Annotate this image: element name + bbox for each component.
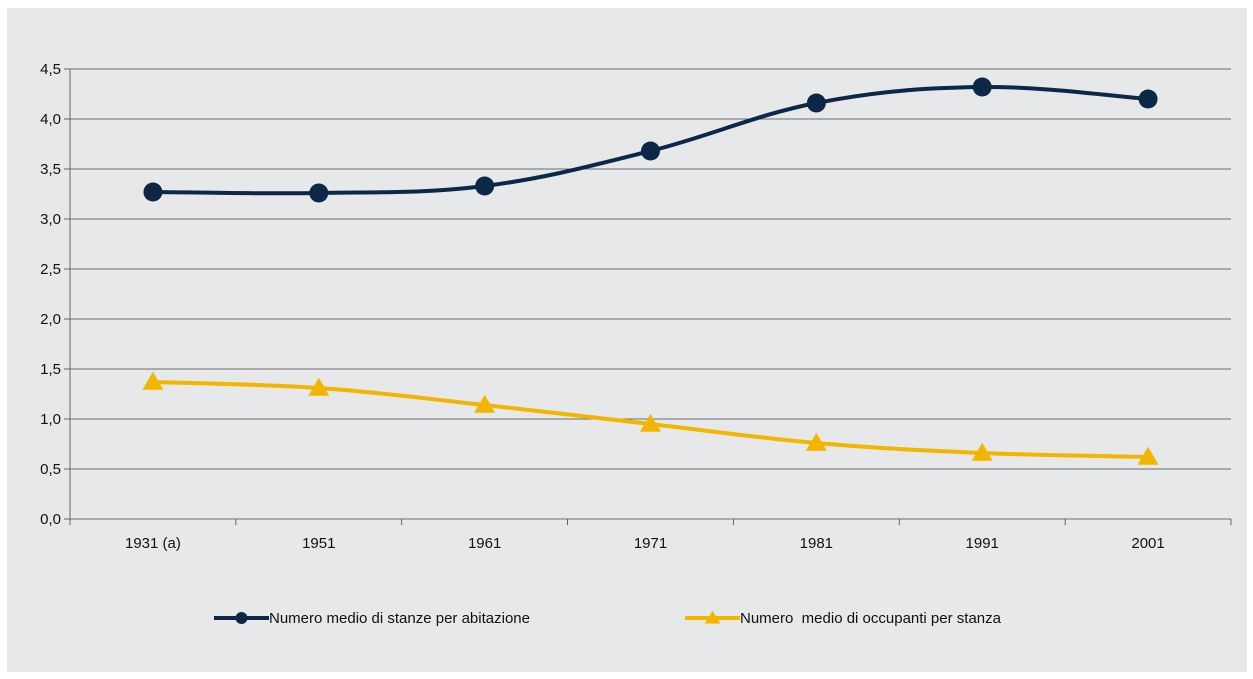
x-tick-label: 1991 <box>966 535 999 552</box>
x-tick-label: 1981 <box>800 535 833 552</box>
data-point <box>308 377 330 396</box>
data-point <box>143 182 163 202</box>
data-point <box>475 176 495 196</box>
line-chart: 0,00,51,01,52,02,53,03,54,04,5 1931 (a) 1… <box>40 61 1232 627</box>
x-tick-label: 1961 <box>468 535 501 552</box>
data-point <box>640 413 661 432</box>
x-tick-label: 1971 <box>634 535 667 552</box>
legend: Numero medio di stanze per abitazione Num… <box>214 610 1002 627</box>
legend-entry: Numero medio di occupanti per stanza <box>685 610 1002 627</box>
y-tick-label: 2,5 <box>40 261 61 278</box>
y-tick-labels: 0,0 0,5 1,0 1,5 2,0 2,5 3,0 3,5 4,0 4,5 <box>40 61 61 528</box>
y-tick-label: 1,5 <box>40 361 61 378</box>
y-tick-label: 0,5 <box>40 461 61 478</box>
axes <box>64 68 1232 525</box>
series-1 <box>143 77 1158 203</box>
y-tick-label: 1,0 <box>40 411 61 428</box>
data-point <box>971 442 993 461</box>
y-tick-label: 3,0 <box>40 211 61 228</box>
data-point <box>235 612 248 624</box>
y-tick-label: 4,5 <box>40 61 61 78</box>
x-tick-label: 1951 <box>302 535 335 552</box>
y-tick-label: 2,0 <box>40 311 61 328</box>
series-2 <box>142 371 1159 465</box>
legend-entry: Numero medio di stanze per abitazione <box>214 610 530 627</box>
data-point <box>1138 89 1158 109</box>
legend-label: Numero medio di stanze per abitazione <box>269 610 530 627</box>
data-point <box>1137 446 1159 465</box>
y-tick-label: 4,0 <box>40 111 61 128</box>
x-tick-label: 1931 (a) <box>125 535 181 552</box>
data-point <box>704 610 721 624</box>
gridlines <box>70 68 1231 470</box>
data-point <box>805 432 827 451</box>
data-point <box>972 77 992 97</box>
data-point <box>142 371 164 390</box>
x-tick-label: 2001 <box>1131 535 1164 552</box>
legend-label: Numero medio di occupanti per stanza <box>740 610 1002 627</box>
y-tick-label: 3,5 <box>40 161 61 178</box>
data-point <box>474 394 496 413</box>
y-tick-label: 0,0 <box>40 511 61 528</box>
series-line <box>150 84 1151 196</box>
data-point <box>806 93 826 113</box>
series <box>142 77 1159 465</box>
x-tick-labels: 1931 (a) 1951 1961 1971 1981 1991 2001 <box>125 535 1165 552</box>
data-point <box>641 141 660 161</box>
data-point <box>309 183 329 203</box>
chart-panel: 0,0 0,5 1,0 1,5 2,0 2,5 3,0 3,5 4,0 4,5 1931 (a) 1… <box>7 8 1247 672</box>
